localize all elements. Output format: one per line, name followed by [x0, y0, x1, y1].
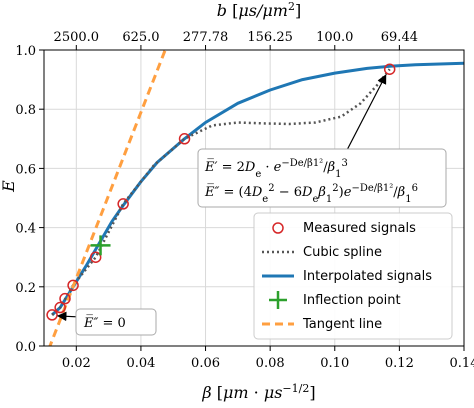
- annotation-derivative-arrow: [345, 74, 387, 153]
- measured-point-5: [117, 198, 129, 210]
- x-axis-title: β [μm · μs−1/2]: [201, 382, 315, 403]
- top-tick-label-5: 69.44: [381, 30, 418, 45]
- top-tick-label-1: 625.0: [122, 30, 159, 45]
- legend-measured-label: Measured signals: [303, 221, 416, 236]
- legend-interpolated-label: Interpolated signals: [303, 269, 432, 284]
- x-tick-label-4: 0.10: [320, 356, 349, 371]
- y-tick-label-1: 0.2: [15, 281, 36, 296]
- x-tick-label-3: 0.08: [256, 356, 285, 371]
- x-tick-label-5: 0.12: [385, 356, 414, 371]
- x-tick-label-0: 0.02: [62, 356, 91, 371]
- legend-tangent-label: Tangent line: [302, 317, 382, 332]
- y-tick-label-0: 0.0: [15, 340, 36, 355]
- top-tick-label-0: 2500.0: [54, 30, 100, 45]
- y-tick-label-5: 1.0: [15, 44, 36, 59]
- annotations: E̅″ = 0 E̅′ = 2De · e−De/β1²/β13 E̅″ = (…: [75, 148, 447, 336]
- measured-point-3: [67, 279, 79, 292]
- x-tick-label-6: 0.14: [450, 356, 474, 371]
- interpolated-signals-line: [51, 61, 464, 317]
- y-tick-label-4: 0.8: [15, 103, 36, 118]
- annotation-inflection-text: E̅″ = 0: [83, 315, 126, 331]
- measured-point-6: [178, 133, 191, 145]
- y-tick-label-3: 0.6: [15, 162, 36, 177]
- legend-spline-label: Cubic spline: [303, 245, 382, 260]
- x-tick-label-2: 0.06: [191, 356, 220, 371]
- legend-box: [253, 212, 453, 340]
- measured-point-2: [59, 292, 71, 305]
- axes: 0.02 0.04 0.06 0.08 0.10 0.12 0.14 0.0 0.2 0.4 0.6…: [15, 30, 474, 371]
- measured-point-7: [383, 63, 396, 75]
- plot-border: [43, 49, 465, 347]
- top-tick-label-4: 100.0: [316, 30, 353, 45]
- legend-inflection-label: Inflection point: [303, 293, 401, 308]
- annotation-derivative-box: [197, 148, 447, 208]
- legend: Measured signals Cubic spline Interpolat…: [253, 212, 453, 340]
- tangent-line: [48, 50, 167, 346]
- x-tick-label-1: 0.04: [126, 356, 155, 371]
- annotation-inflection-box: [75, 308, 157, 336]
- y-axis-title: E̅: [0, 180, 18, 193]
- top-tick-label-3: 156.25: [247, 30, 293, 45]
- top-axis-title: b [μs/μm2]: [217, 0, 301, 20]
- legend-measured-marker: [272, 222, 284, 234]
- measured-point-4: [89, 251, 102, 263]
- top-tick-label-2: 277.78: [183, 30, 229, 45]
- cubic-spline-line: [51, 68, 391, 316]
- y-tick-label-2: 0.4: [15, 222, 36, 237]
- marker-layer: [46, 63, 396, 322]
- series-layer: [48, 50, 464, 346]
